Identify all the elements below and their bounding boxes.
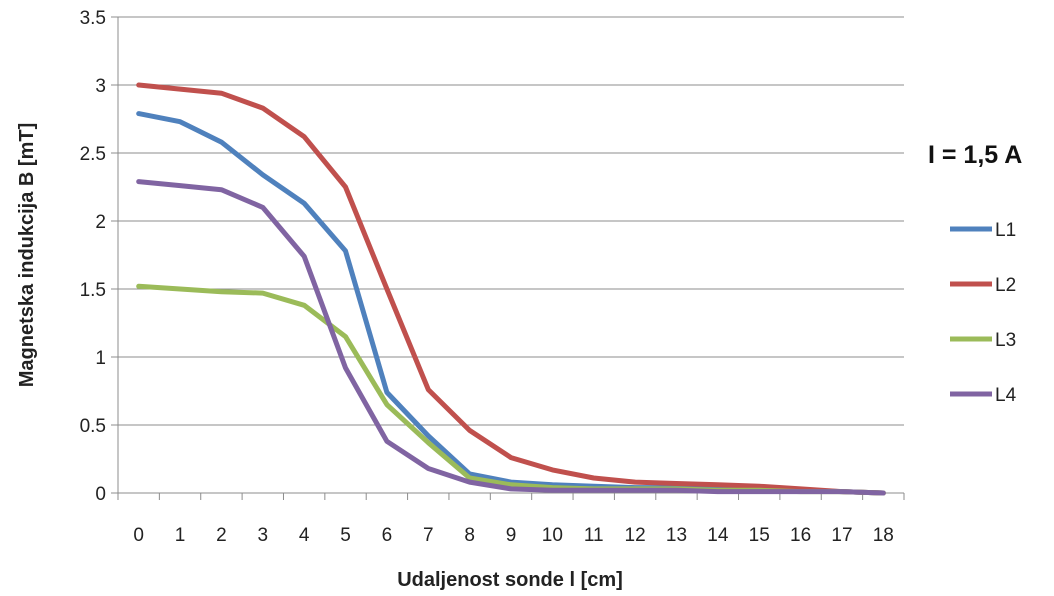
series-line-l4 <box>136 179 886 496</box>
x-tick-label: 0 <box>133 525 144 546</box>
y-tick-label: 0.5 <box>80 416 106 437</box>
series-line-l2 <box>136 82 886 496</box>
y-axis-title: Magnetska indukcija B [mT] <box>16 123 38 388</box>
legend-label-l2: L2 <box>995 275 1016 296</box>
x-tick-label: 5 <box>340 525 351 546</box>
x-tick-label: 6 <box>382 525 393 546</box>
legend: L1 L2 L3 L4 <box>950 220 1017 406</box>
series-line-l1 <box>136 111 886 496</box>
x-tick-label: 7 <box>423 525 434 546</box>
x-axis-title: Udaljenost sonde l [cm] <box>397 569 623 591</box>
x-tick-label: 17 <box>831 525 852 546</box>
axes: 00.511.522.533.50 1 2 3 4 5 6 7 8 9 10 11 12 13 14 15 16… <box>80 8 905 546</box>
x-tick-label: 10 <box>542 525 563 546</box>
legend-title: I = 1,5 A <box>928 141 1022 169</box>
x-tick-label: 4 <box>299 525 310 546</box>
x-tick-label: 16 <box>790 525 811 546</box>
y-tick-label: 1.5 <box>80 280 106 301</box>
x-tick-label: 2 <box>216 525 227 546</box>
x-tick-label: 8 <box>464 525 475 546</box>
gridlines <box>118 16 904 426</box>
x-tick-label: 11 <box>584 525 604 546</box>
y-tick-label: 1 <box>95 348 106 369</box>
series-line-l3 <box>136 283 886 496</box>
x-tick-label: 3 <box>258 525 269 546</box>
x-tick-label: 13 <box>666 525 687 546</box>
y-tick-label: 2 <box>95 212 106 233</box>
y-tick-label: 2.5 <box>80 144 106 165</box>
x-tick-label: 12 <box>625 525 646 546</box>
x-tick-label: 18 <box>873 525 894 546</box>
x-tick-label: 15 <box>749 525 770 546</box>
x-tick-label: 1 <box>175 525 186 546</box>
x-tick-label: 14 <box>707 525 729 546</box>
y-tick-label: 0 <box>95 484 106 505</box>
series-lines <box>136 82 886 496</box>
legend-label-l1: L1 <box>995 220 1016 241</box>
legend-label-l3: L3 <box>995 330 1016 351</box>
legend-label-l4: L4 <box>995 385 1017 406</box>
y-tick-label: 3.5 <box>80 8 106 29</box>
y-tick-label: 3 <box>95 76 106 97</box>
x-tick-label: 9 <box>506 525 517 546</box>
